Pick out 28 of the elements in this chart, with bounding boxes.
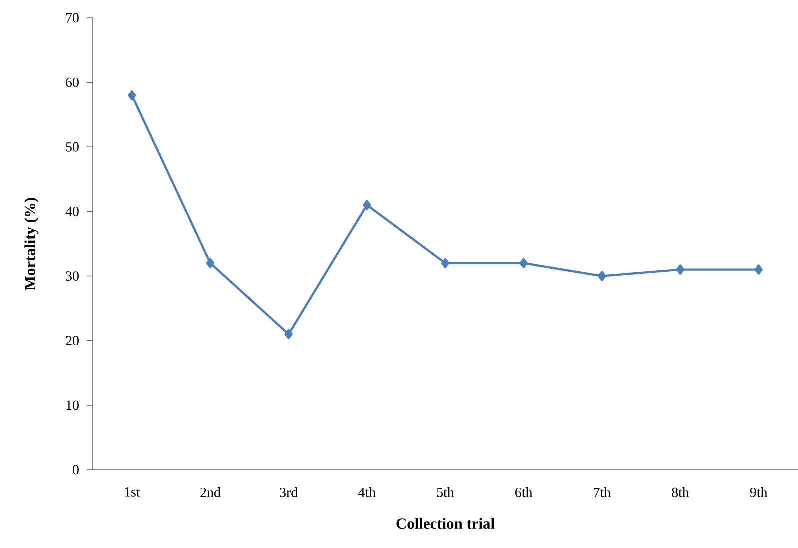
y-tick-label: 30 (66, 272, 79, 281)
x-tick-label: 7th (594, 488, 611, 498)
point (598, 271, 606, 282)
point (128, 90, 136, 101)
point (441, 258, 450, 268)
y-tick-label: 0 (73, 465, 79, 475)
x-tick-label: 2nd (200, 488, 221, 498)
point (676, 264, 685, 275)
y-tick-label: 70 (66, 13, 79, 23)
y-tick-label: 60 (66, 78, 79, 88)
y-axis-title: Mortality (%) (24, 198, 39, 290)
x-tick-label: 6th (516, 488, 533, 498)
x-tick-label: 4th (358, 488, 376, 498)
x-tick-label: 5th (437, 488, 454, 498)
x-tick-label: 8th (672, 488, 690, 498)
point (363, 200, 372, 210)
y-tick-label: 40 (66, 207, 79, 216)
x-axis-title: Collection trial (396, 518, 495, 530)
point (754, 264, 763, 275)
point (520, 258, 528, 268)
point (206, 258, 215, 268)
y-tick-label: 10 (66, 400, 79, 410)
x-tick-label: 3rd (280, 488, 298, 498)
point (284, 329, 293, 340)
y-tick-label: 50 (66, 142, 79, 152)
x-tick-label: 9th (750, 488, 768, 498)
x-tick-label: 1st (125, 488, 140, 497)
y-tick-label: 20 (66, 336, 79, 346)
